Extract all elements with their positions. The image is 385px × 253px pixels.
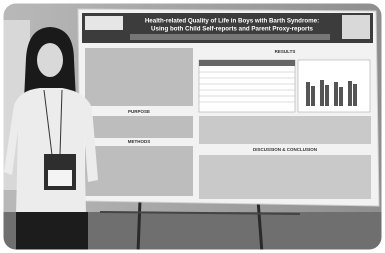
pants — [16, 212, 88, 253]
face — [37, 43, 63, 77]
badge-card — [48, 170, 72, 186]
photo: Health-related Quality of Life in Boys w… — [0, 0, 385, 253]
table-header — [199, 60, 295, 66]
logo — [342, 15, 370, 39]
results-text — [199, 116, 371, 144]
easel-leg — [138, 200, 140, 253]
authors — [130, 34, 330, 40]
discussion-text — [199, 155, 371, 199]
poster-subtitle: Using both Child Self-reports and Parent… — [151, 26, 313, 33]
section-header: METHODS — [128, 139, 151, 144]
poster-title: Health-related Quality of Life in Boys w… — [145, 18, 319, 25]
section-header: RESULTS — [275, 49, 296, 54]
section-header: DISCUSSION & CONCLUSION — [253, 147, 317, 152]
scene: Health-related Quality of Life in Boys w… — [0, 0, 385, 253]
left-column — [85, 48, 193, 196]
logo — [85, 16, 123, 30]
results-table — [199, 60, 295, 112]
shirt — [4, 88, 98, 215]
section-header: PURPOSE — [128, 109, 150, 114]
page: Health-related Quality of Life in Boys w… — [0, 0, 385, 253]
